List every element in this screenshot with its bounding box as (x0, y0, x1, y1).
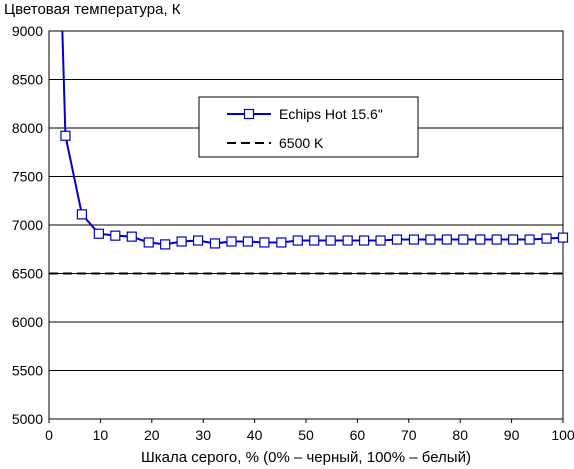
data-point-marker (192, 235, 204, 246)
plot-area-frame (48, 30, 564, 420)
data-point-marker (524, 234, 535, 245)
data-point-marker (76, 209, 87, 220)
data-point-marker (126, 231, 137, 242)
data-point-marker (391, 234, 403, 245)
data-point-marker (110, 230, 121, 241)
data-point-marker (458, 234, 469, 245)
y-tick-label-7500: 7500 (12, 169, 43, 185)
x-tick-label-90: 90 (504, 427, 520, 443)
x-tick-label-60: 60 (350, 427, 366, 443)
data-point-marker (408, 234, 420, 245)
data-point-marker (491, 234, 502, 245)
data-point-marker (160, 239, 171, 250)
legend-marker-echips (243, 108, 255, 120)
data-point-marker (475, 234, 486, 245)
data-point-marker (508, 234, 519, 245)
x-tick-label-40: 40 (247, 427, 263, 443)
data-point-marker (375, 235, 386, 246)
y-tick-label-9000: 9000 (12, 23, 43, 39)
legend-label-6500k: 6500 K (279, 135, 324, 151)
x-tick-label-100: 100 (551, 427, 574, 443)
x-tick-label-50: 50 (298, 427, 314, 443)
data-point-marker (557, 232, 569, 243)
data-point-marker (209, 238, 221, 249)
y-tick-label-5000: 5000 (12, 411, 43, 427)
data-point-marker (325, 235, 336, 246)
data-point-marker (342, 235, 353, 246)
y-tick-label-7000: 7000 (12, 217, 43, 233)
data-point-marker (541, 233, 552, 244)
y-tick-label-8500: 8500 (12, 72, 43, 88)
data-point-marker (242, 236, 254, 247)
y-axis-title: Цветовая температура, К (4, 1, 181, 18)
data-point-marker (176, 236, 187, 247)
y-tick-label-6500: 6500 (12, 266, 43, 282)
x-tick-label-10: 10 (93, 427, 109, 443)
data-point-marker (441, 234, 452, 245)
data-point-marker (143, 237, 154, 248)
legend-box (198, 96, 419, 158)
x-tick-label-70: 70 (401, 427, 417, 443)
x-tick-label-80: 80 (452, 427, 468, 443)
data-point-marker (292, 235, 303, 246)
legend-label-echips: Echips Hot 15.6" (279, 106, 383, 122)
x-tick-label-0: 0 (45, 427, 53, 443)
y-tick-label-6000: 6000 (12, 314, 43, 330)
x-axis-title: Шкала серого, % (0% – черный, 100% – бел… (141, 449, 471, 466)
data-point-marker (309, 235, 320, 246)
data-point-marker (60, 130, 71, 141)
x-tick-label-30: 30 (195, 427, 211, 443)
data-point-marker (259, 237, 270, 248)
data-point-marker (226, 236, 237, 247)
data-point-marker (93, 228, 104, 239)
y-tick-label-8000: 8000 (12, 120, 43, 136)
y-tick-label-5500: 5500 (12, 363, 43, 379)
data-point-marker (276, 237, 287, 248)
legend: Echips Hot 15.6" 6500 K (198, 96, 419, 158)
x-tick-label-20: 20 (144, 427, 160, 443)
data-point-marker (358, 235, 370, 246)
data-point-marker (425, 234, 436, 245)
